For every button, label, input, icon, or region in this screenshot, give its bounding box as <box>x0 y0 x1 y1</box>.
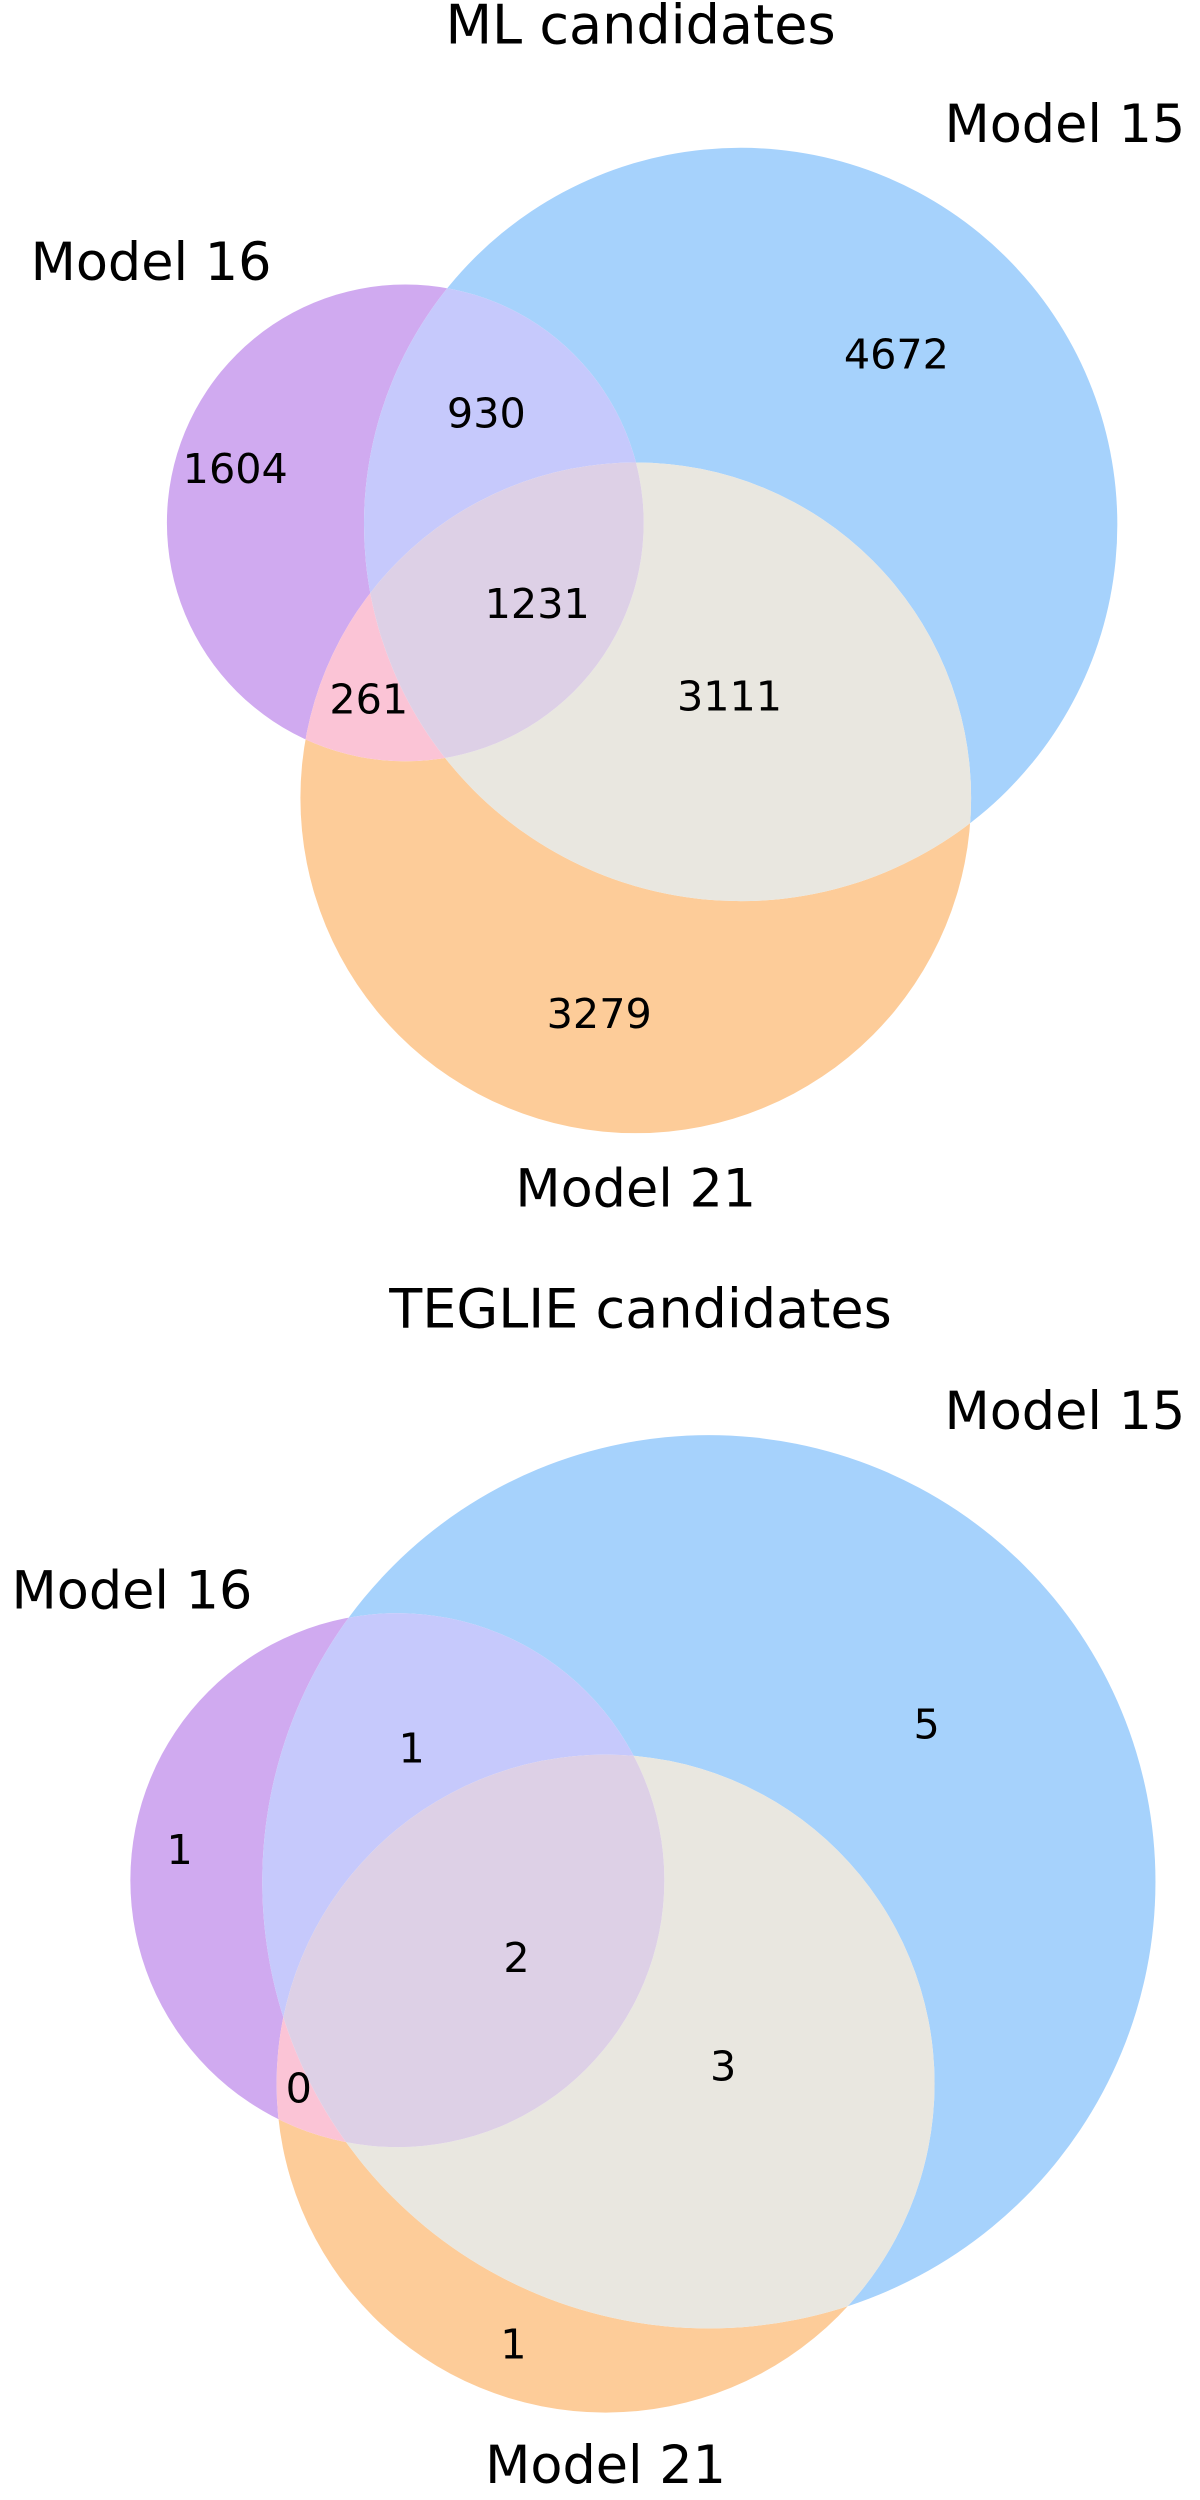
region-label: 2 <box>503 1934 529 1982</box>
venn-clip <box>276 1754 665 2148</box>
region-label: 3111 <box>677 672 782 720</box>
set-label: Model 21 <box>485 2435 726 2496</box>
venn-clip <box>276 1754 665 2148</box>
region-label: 1604 <box>183 445 288 493</box>
set-label: Model 21 <box>515 1159 756 1220</box>
region-label: 1231 <box>485 580 590 628</box>
chart-title: ML candidates <box>445 0 835 56</box>
region-label: 3279 <box>547 990 652 1038</box>
set-label: Model 15 <box>944 1381 1185 1442</box>
region-label: 261 <box>329 675 408 723</box>
region-label: 1 <box>399 1724 425 1772</box>
venn-clip <box>363 462 972 902</box>
region-label: 3 <box>710 2042 736 2090</box>
region-label: 930 <box>447 389 526 437</box>
venn-region-group <box>276 1754 665 2148</box>
set-label: Model 15 <box>944 94 1185 155</box>
venn-region-group <box>363 462 972 902</box>
set-label: Model 16 <box>31 232 272 293</box>
region-label: 4672 <box>844 331 949 379</box>
venn-region <box>363 462 972 902</box>
set-label: Model 16 <box>12 1561 253 1622</box>
region-label: 1 <box>166 1826 192 1874</box>
region-label: 0 <box>286 2065 312 2113</box>
region-label: 1 <box>500 2320 526 2368</box>
venn-region <box>276 1754 665 2148</box>
chart-title: TEGLIE candidates <box>388 1277 892 1340</box>
region-label: 5 <box>913 1701 939 1749</box>
